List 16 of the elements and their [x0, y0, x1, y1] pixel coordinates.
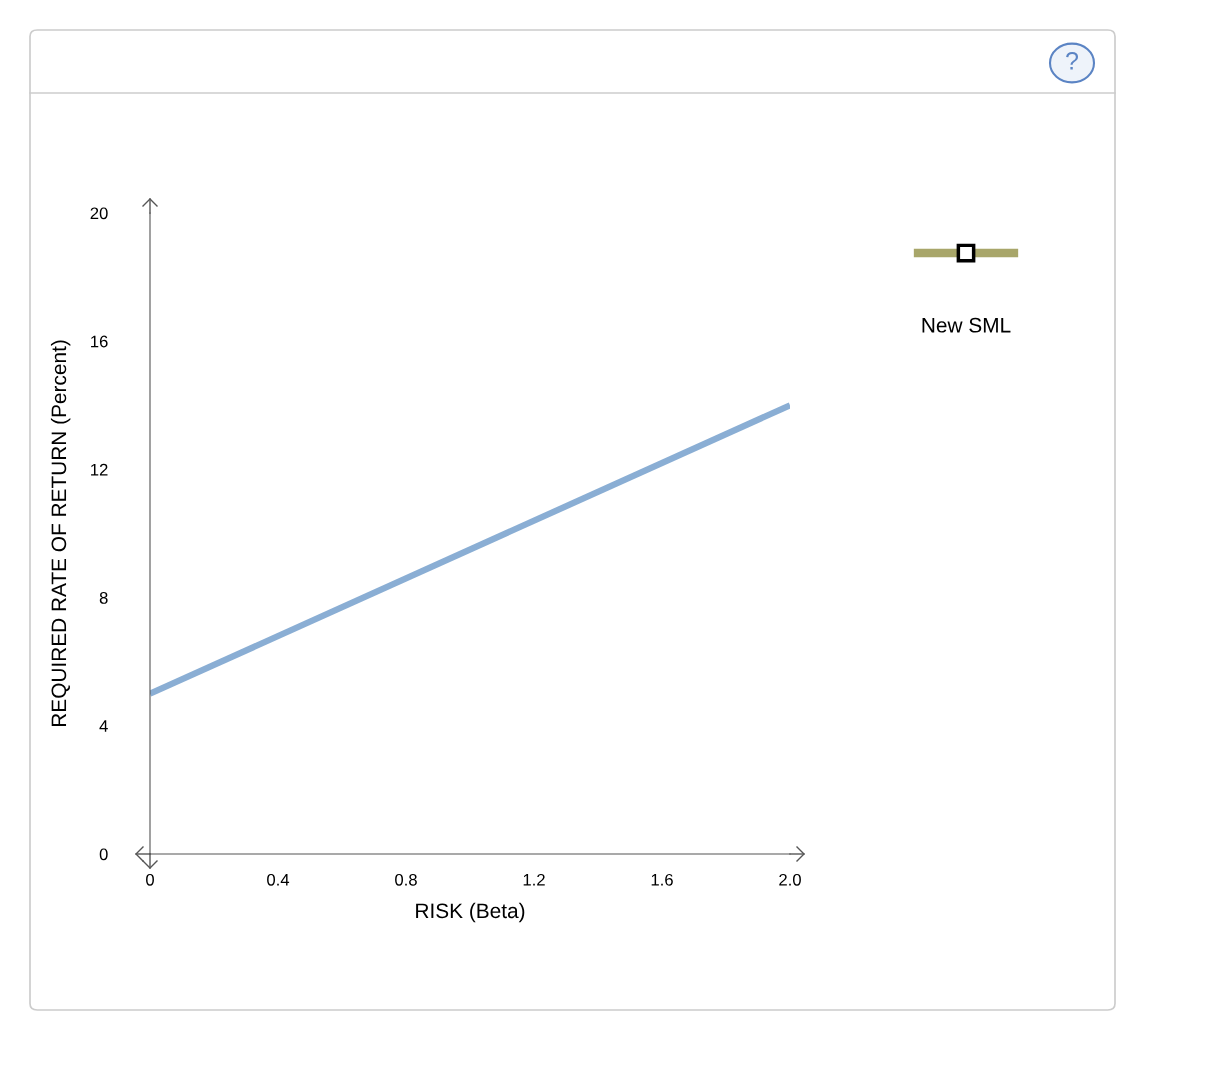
x-tick-label: 0: [146, 873, 154, 886]
x-tick-label: 0.8: [395, 873, 417, 886]
y-tick-label: 12: [91, 463, 108, 476]
y-tick-label: 8: [99, 592, 108, 604]
y-axis-title: REQUIRED RATE OF RETURN (Percent): [50, 340, 71, 727]
x-tick-label: 0.4: [267, 873, 290, 886]
text: New SML: [922, 317, 1011, 333]
x-tick-label: 1.2: [523, 873, 545, 886]
x-axis-title: RISK (Beta): [416, 902, 525, 923]
y-tick-label: 16: [91, 335, 108, 348]
y-tick-label: 20: [90, 207, 108, 220]
x-tick-label: 2.0: [779, 873, 801, 886]
y-tick-label: 4: [99, 720, 108, 732]
text: ?: [1066, 52, 1079, 70]
y-tick-label: 0: [99, 848, 108, 861]
x-tick-label: 1.6: [651, 873, 673, 886]
